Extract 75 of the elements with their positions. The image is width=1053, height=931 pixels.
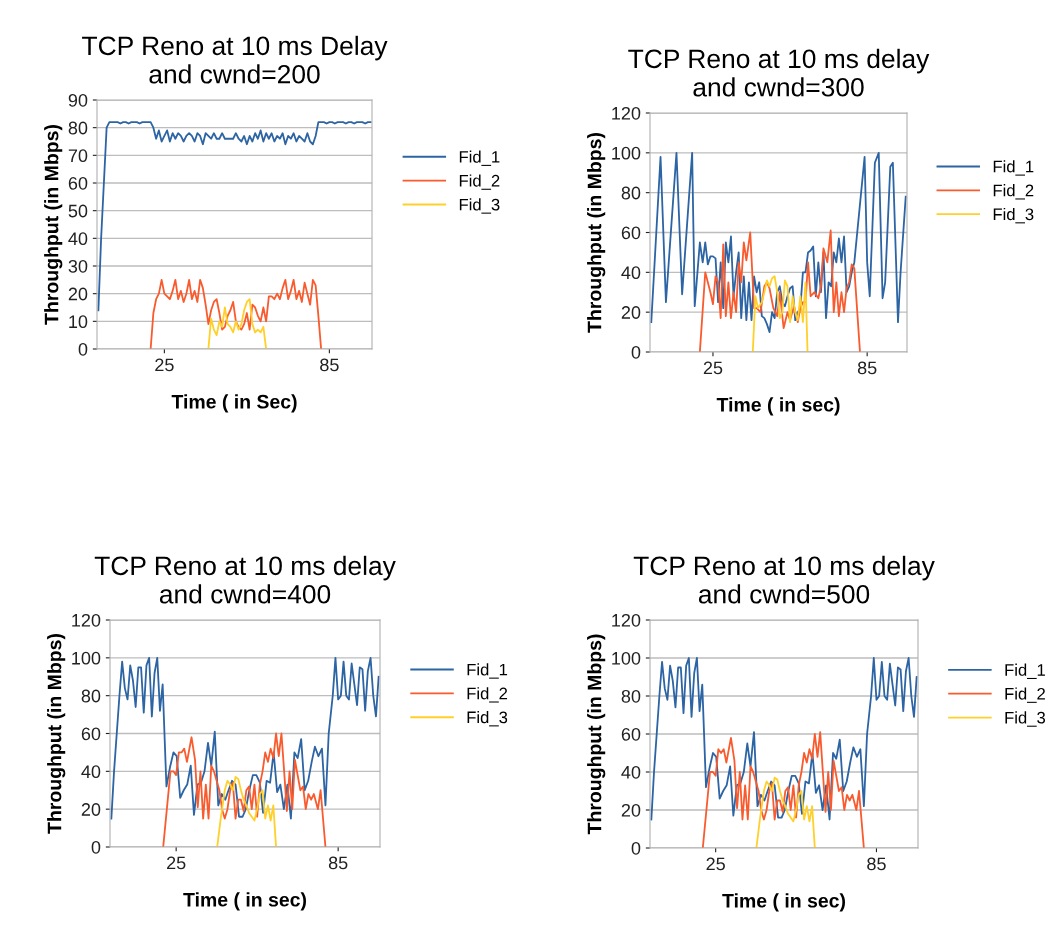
y-tick-label: 0 — [631, 841, 641, 855]
legend-label: Fid_1 — [467, 663, 508, 679]
line-series — [701, 731, 865, 848]
legend-label: Fid_1 — [1005, 663, 1045, 679]
line-series — [149, 278, 323, 349]
legend-label: Fid_3 — [993, 207, 1034, 224]
y-tick-label: 40 — [81, 765, 101, 779]
y-axis-title: Throughput (in Mbps) — [587, 133, 606, 333]
legend-label: Fid_2 — [459, 174, 500, 190]
x-tick-label: 85 — [867, 857, 886, 871]
y-tick-label: 80 — [621, 689, 641, 703]
line-series — [207, 298, 268, 349]
y-axis-title: Throughput (in Mbps) — [47, 634, 66, 834]
chart-title: TCP Reno at 10 ms delay and cwnd=400 — [94, 555, 396, 604]
y-tick-label: 20 — [68, 287, 88, 301]
x-axis-title: Time ( in sec) — [716, 397, 840, 416]
y-tick-label: 20 — [81, 803, 101, 816]
y-tick-label: 0 — [631, 345, 641, 359]
line-series — [110, 656, 380, 820]
x-tick-label: 25 — [155, 358, 174, 372]
y-tick-label: 40 — [621, 765, 641, 779]
line-series — [751, 275, 809, 352]
x-tick-label: 85 — [857, 361, 877, 375]
y-axis-title: Throughput (in Mbps) — [44, 125, 63, 325]
y-tick-label: 60 — [81, 727, 101, 741]
chart-title: TCP Reno at 10 ms Delay and cwnd=200 — [82, 35, 388, 84]
y-tick-label: 0 — [91, 840, 101, 854]
y-tick-label: 30 — [68, 259, 88, 273]
x-tick-label: 85 — [320, 358, 339, 372]
line-series — [698, 229, 861, 352]
chart-title: TCP Reno at 10 ms delay and cwnd=300 — [628, 48, 930, 97]
y-tick-label: 50 — [68, 204, 88, 218]
y-tick-label: 120 — [612, 106, 641, 120]
x-tick-label: 25 — [706, 857, 725, 871]
line-series — [97, 121, 372, 312]
y-tick-label: 20 — [621, 306, 641, 319]
legend-label: Fid_3 — [459, 198, 500, 214]
y-tick-label: 60 — [68, 176, 88, 190]
y-tick-label: 120 — [612, 613, 641, 627]
y-tick-label: 100 — [72, 651, 101, 665]
x-tick-label: 25 — [703, 361, 723, 375]
y-tick-label: 20 — [621, 803, 641, 817]
x-tick-label: 25 — [167, 856, 186, 870]
line-series — [755, 776, 816, 848]
line-series — [650, 657, 918, 821]
y-tick-label: 120 — [72, 613, 101, 627]
y-tick-label: 60 — [621, 727, 641, 741]
x-tick-label: 85 — [328, 856, 348, 870]
line-series — [650, 151, 907, 333]
legend-label: Fid_1 — [459, 150, 500, 166]
y-tick-label: 100 — [612, 651, 641, 665]
y-tick-label: 60 — [621, 226, 641, 240]
y-tick-label: 80 — [68, 121, 88, 135]
line-series — [216, 776, 277, 847]
y-tick-label: 80 — [81, 689, 101, 703]
legend-label: Fid_2 — [993, 184, 1034, 200]
legend-label: Fid_3 — [467, 711, 508, 727]
y-tick-label: 10 — [69, 315, 88, 329]
legend-label: Fid_3 — [1005, 711, 1046, 727]
line-series — [162, 732, 327, 847]
legend-label: Fid_1 — [993, 160, 1034, 176]
y-tick-label: 0 — [78, 342, 88, 356]
chart-title: TCP Reno at 10 ms delay and cwnd=500 — [633, 555, 935, 604]
y-tick-label: 90 — [68, 93, 88, 107]
x-axis-title: Time ( in sec) — [722, 893, 845, 912]
y-axis-title: Throughput (in Mbps) — [587, 634, 606, 835]
legend-label: Fid_2 — [1005, 687, 1045, 703]
y-tick-label: 70 — [68, 149, 88, 163]
y-tick-label: 40 — [68, 232, 88, 246]
y-tick-label: 80 — [621, 186, 641, 200]
x-axis-title: Time ( in sec) — [183, 892, 306, 911]
y-tick-label: 100 — [612, 146, 641, 160]
y-tick-label: 40 — [621, 266, 641, 280]
legend-label: Fid_2 — [467, 687, 508, 703]
x-axis-title: Time ( in Sec) — [171, 394, 297, 413]
